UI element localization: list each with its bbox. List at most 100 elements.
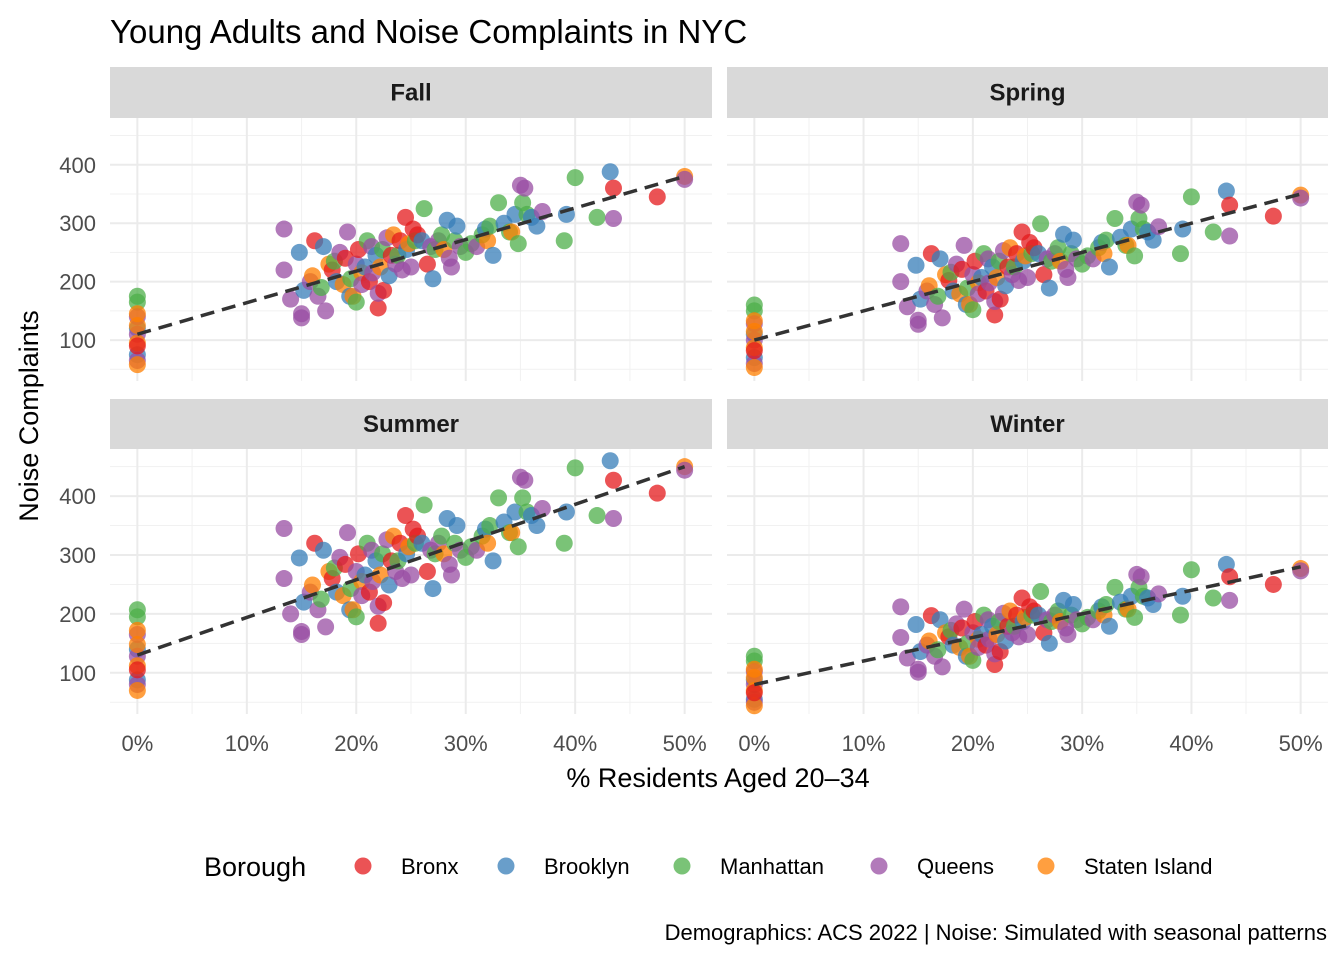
x-tick-label: 50% [663, 731, 707, 756]
data-point [516, 471, 534, 489]
data-point [1019, 626, 1036, 643]
chart-caption: Demographics: ACS 2022 | Noise: Simulate… [665, 920, 1327, 945]
legend-key [673, 857, 691, 875]
data-point [955, 600, 973, 618]
facet-strip-label: Fall [390, 80, 431, 107]
facet-summer: Summer 100 200 300 400 0% 10% 20% 30% 40% 50% [59, 399, 712, 756]
data-point [745, 359, 763, 377]
data-point [275, 570, 293, 588]
data-point [1032, 583, 1050, 601]
data-point [503, 524, 521, 542]
data-point [1106, 578, 1124, 596]
data-point [380, 576, 398, 594]
data-point [128, 661, 146, 679]
data-point [433, 527, 451, 545]
x-tick-label: 40% [553, 731, 597, 756]
facet-strip-label: Spring [990, 80, 1066, 107]
data-point [601, 452, 619, 470]
data-point [648, 484, 666, 502]
data-point [418, 255, 436, 273]
data-point [481, 517, 499, 535]
legend-label: Brooklyn [544, 854, 630, 879]
data-point [448, 217, 466, 235]
legend-title: Borough [204, 852, 306, 882]
data-point [604, 471, 622, 489]
data-point [1221, 591, 1239, 609]
data-point [1100, 617, 1118, 635]
data-point [317, 618, 335, 636]
data-point [375, 594, 393, 612]
data-point [892, 598, 910, 616]
data-point [986, 306, 1004, 324]
facet-strip [110, 67, 712, 118]
data-point [557, 503, 575, 521]
data-point [275, 220, 293, 238]
legend-label: Manhattan [720, 854, 824, 879]
data-point [490, 194, 508, 212]
data-point [442, 258, 460, 276]
data-point [415, 200, 433, 218]
data-point [516, 179, 534, 197]
data-point [555, 534, 573, 552]
data-point [128, 621, 146, 639]
data-point [1097, 231, 1115, 249]
data-point [528, 517, 546, 535]
data-point [1064, 595, 1082, 613]
data-point [955, 236, 973, 254]
data-point [648, 188, 666, 206]
legend-label: Queens [917, 854, 994, 879]
data-point [282, 290, 300, 308]
data-point [293, 309, 311, 327]
data-point [933, 658, 951, 676]
data-point [898, 649, 916, 667]
data-point [509, 538, 527, 556]
data-point [433, 226, 451, 244]
data-point [317, 302, 335, 320]
x-tick-label: 20% [951, 731, 995, 756]
data-point [1032, 215, 1050, 233]
trend-line [753, 192, 1302, 342]
data-point [555, 232, 573, 250]
data-point [506, 503, 524, 521]
data-point [745, 312, 763, 330]
x-tick-label: 0% [738, 731, 770, 756]
x-tick-label: 40% [1169, 731, 1213, 756]
trend-line [136, 174, 686, 336]
legend-key [870, 857, 888, 875]
data-point [1126, 608, 1144, 626]
data-point [375, 281, 393, 299]
facet-strip [110, 399, 712, 449]
trend-line [753, 565, 1302, 687]
data-point [369, 299, 387, 317]
data-point [528, 217, 546, 235]
data-point [128, 356, 146, 374]
facet-winter: Winter 0% 10% 20% 30% 40% 50% [727, 399, 1328, 756]
y-tick-label: 100 [59, 661, 96, 686]
data-point [745, 660, 763, 678]
data-point [929, 287, 947, 305]
data-point [745, 697, 763, 715]
data-point [314, 541, 332, 559]
data-point [898, 298, 916, 316]
x-tick-label: 50% [1279, 731, 1323, 756]
data-point [397, 507, 415, 525]
data-point [676, 170, 694, 188]
data-point [347, 608, 365, 626]
data-point [128, 608, 146, 626]
data-point [1171, 245, 1189, 263]
data-point [484, 552, 502, 570]
data-point [448, 517, 466, 535]
trend-line [136, 465, 686, 657]
data-point [1059, 269, 1077, 287]
data-point [1264, 207, 1282, 225]
data-point [588, 507, 606, 525]
data-point [128, 293, 146, 311]
data-point [933, 309, 951, 327]
data-point [514, 489, 532, 507]
data-point [479, 232, 497, 250]
data-point [964, 651, 982, 669]
data-point [907, 256, 925, 274]
x-tick-label: 20% [334, 731, 378, 756]
data-point [1100, 258, 1118, 276]
data-point [509, 235, 527, 253]
